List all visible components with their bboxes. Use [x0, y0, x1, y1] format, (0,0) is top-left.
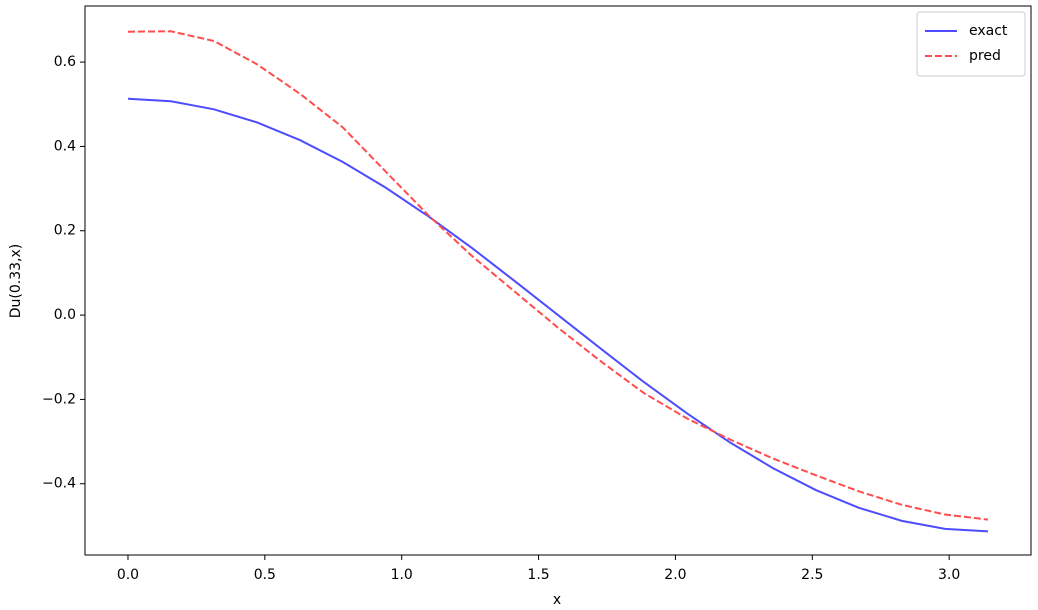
y-tick-label: 0.0	[54, 307, 76, 323]
line-series	[127, 97, 989, 533]
y-tick-label: 0.2	[54, 223, 76, 239]
legend-label: pred	[969, 48, 1001, 64]
legend-label: exact	[969, 23, 1008, 39]
x-tick-label: 0.5	[254, 567, 276, 583]
x-tick-label: 2.5	[801, 567, 823, 583]
axes-frame	[84, 5, 1032, 556]
legend-box	[916, 11, 1026, 77]
line-series	[127, 30, 989, 521]
x-tick-label: 1.5	[527, 567, 549, 583]
y-tick-label: −0.4	[42, 476, 76, 492]
x-tick-label: 2.0	[664, 567, 686, 583]
x-tick-label: 3.0	[938, 567, 960, 583]
y-tick-label: −0.2	[42, 391, 76, 407]
x-tick-label: 0.0	[117, 567, 139, 583]
x-tick-label: 1.0	[391, 567, 413, 583]
y-tick-label: 0.6	[54, 54, 76, 70]
x-axis-label: x	[553, 592, 561, 608]
y-tick-label: 0.4	[54, 138, 76, 154]
y-axis-label: Du(0.33,x)	[8, 244, 24, 318]
